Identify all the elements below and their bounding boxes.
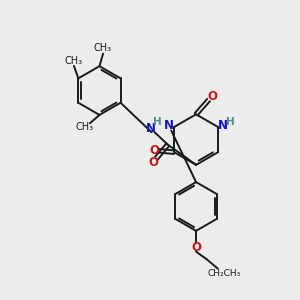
Text: CH₃: CH₃ bbox=[76, 122, 94, 132]
Text: CH₂CH₃: CH₂CH₃ bbox=[208, 268, 241, 278]
Text: N: N bbox=[164, 119, 174, 132]
Text: O: O bbox=[208, 90, 218, 103]
Text: O: O bbox=[148, 156, 158, 169]
Text: N: N bbox=[146, 122, 156, 135]
Text: H: H bbox=[153, 117, 162, 128]
Text: O: O bbox=[191, 241, 201, 254]
Text: O: O bbox=[149, 144, 159, 157]
Text: CH₃: CH₃ bbox=[65, 56, 83, 66]
Text: H: H bbox=[226, 117, 235, 127]
Text: N: N bbox=[218, 119, 228, 132]
Text: CH₃: CH₃ bbox=[94, 44, 112, 53]
